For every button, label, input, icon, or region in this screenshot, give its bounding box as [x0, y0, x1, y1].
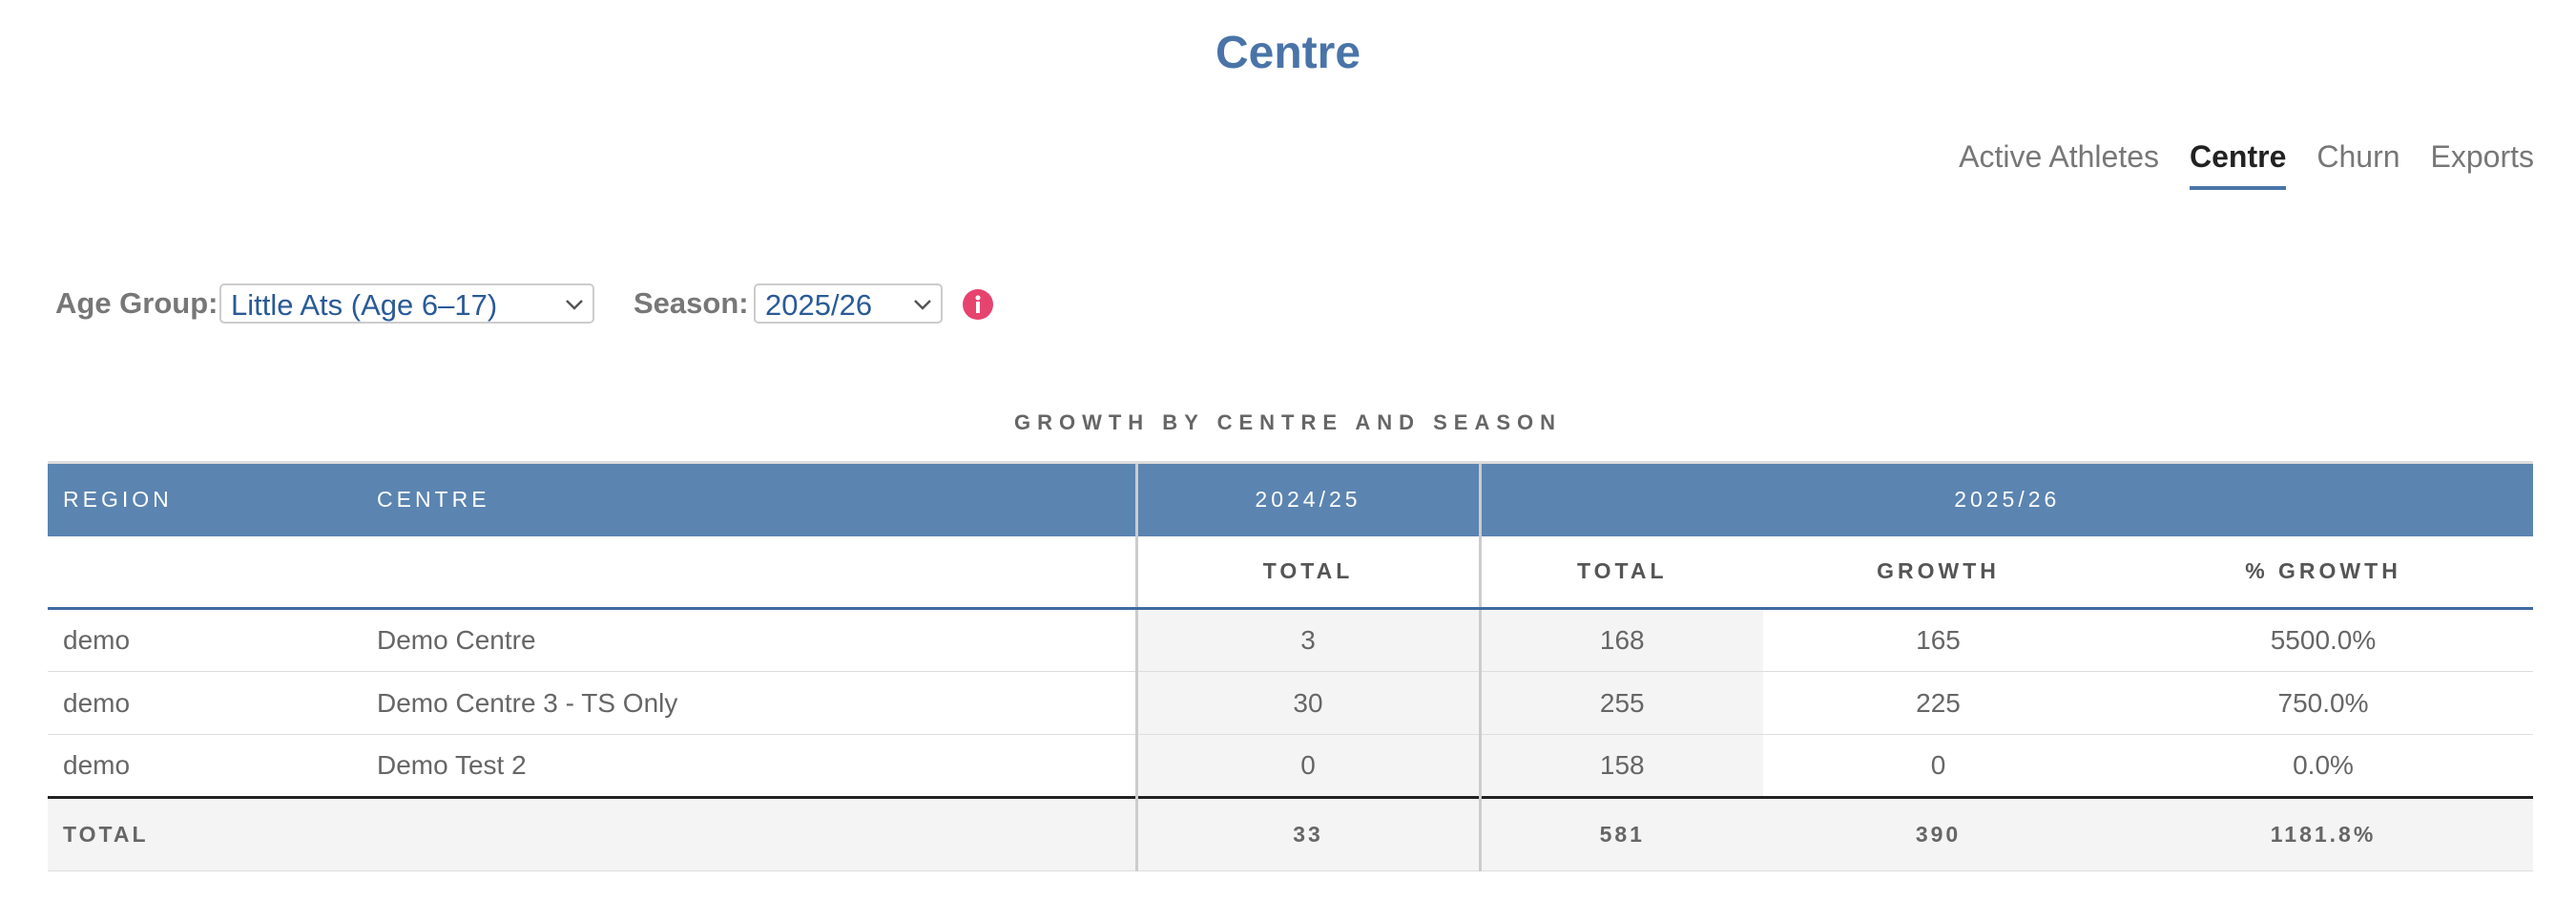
- chevron: [914, 300, 931, 310]
- table-cell: 0: [1134, 734, 1480, 798]
- table-cell: 0: [1763, 734, 2113, 798]
- nav-tab[interactable]: Exports: [2430, 139, 2534, 174]
- table-cell: Demo Test 2: [362, 734, 1136, 798]
- column-header: TOTAL: [1478, 535, 1763, 610]
- table-cell: demo: [48, 734, 362, 798]
- column-header: GROWTH: [1763, 535, 2113, 610]
- column-header: TOTAL: [1134, 535, 1480, 610]
- table-caption: GROWTH BY CENTRE AND SEASON: [1013, 410, 1563, 434]
- table-cell: 0.0%: [2113, 734, 2534, 798]
- table-row: demo Demo Test 2 0 158 0 0.0%: [48, 734, 2534, 798]
- age-group-select[interactable]: Little Ats (Age 6–17): [219, 283, 594, 324]
- group-header-row: REGION CENTRE 2024/25 2025/26: [48, 461, 2534, 536]
- table-cell: Demo Centre 3 - TS Only: [362, 671, 1136, 735]
- total-cell: 581: [1478, 796, 1763, 871]
- table-cell: demo: [48, 671, 362, 735]
- chevron: [566, 300, 583, 310]
- select-value: 2025/26: [765, 288, 873, 322]
- table-row: demo Demo Centre 3 - TS Only 30 255 225 750.0…: [48, 671, 2534, 735]
- nav-tab[interactable]: Churn: [2316, 139, 2400, 174]
- total-cell: 33: [1134, 796, 1480, 871]
- table-cell: 225: [1763, 671, 2113, 735]
- nav-tab[interactable]: Active Athletes: [1959, 139, 2159, 174]
- table-cell: 5500.0%: [2113, 608, 2534, 672]
- table-cell: 165: [1763, 608, 2113, 672]
- total-row: TOTAL 33 581 390 1181.8%: [48, 796, 2534, 871]
- column-header: 2024/25: [1134, 461, 1480, 536]
- sub-header-row: TOTAL TOTAL GROWTH % GROWTH: [48, 535, 2534, 610]
- table-cell: 750.0%: [2113, 671, 2534, 735]
- column-header: CENTRE: [362, 461, 1136, 536]
- season-select[interactable]: 2025/26: [754, 283, 943, 324]
- table-cell: 3: [1134, 608, 1480, 672]
- table-cell: 158: [1478, 734, 1763, 798]
- table-cell: 255: [1478, 671, 1763, 735]
- page-title: Centre: [1215, 28, 1361, 78]
- info-icon[interactable]: [962, 288, 994, 321]
- table-cell: 168: [1478, 608, 1763, 672]
- table-cell: demo: [48, 608, 362, 672]
- total-cell: 1181.8%: [2113, 796, 2534, 871]
- filter-label: Age Group:: [55, 286, 218, 320]
- column-header: 2025/26: [1478, 461, 2534, 536]
- nav-tabs: Active Athletes Centre Churn Exports: [1959, 139, 2534, 190]
- column-header: % GROWTH: [2113, 535, 2534, 610]
- table-cell: 30: [1134, 671, 1480, 735]
- total-cell: TOTAL: [48, 796, 362, 871]
- column-header: REGION: [48, 461, 362, 536]
- table-row: demo Demo Centre 3 168 165 5500.0%: [48, 608, 2534, 672]
- total-cell: 390: [1763, 796, 2113, 871]
- filter-label: Season:: [634, 286, 749, 320]
- growth-table: REGION CENTRE 2024/25 2025/26 TOTAL TOTA…: [48, 461, 2534, 871]
- total-cell: [362, 796, 1136, 871]
- select-value: Little Ats (Age 6–17): [231, 288, 498, 322]
- table-cell: Demo Centre: [362, 608, 1136, 672]
- nav-tab[interactable]: Centre: [2190, 139, 2287, 190]
